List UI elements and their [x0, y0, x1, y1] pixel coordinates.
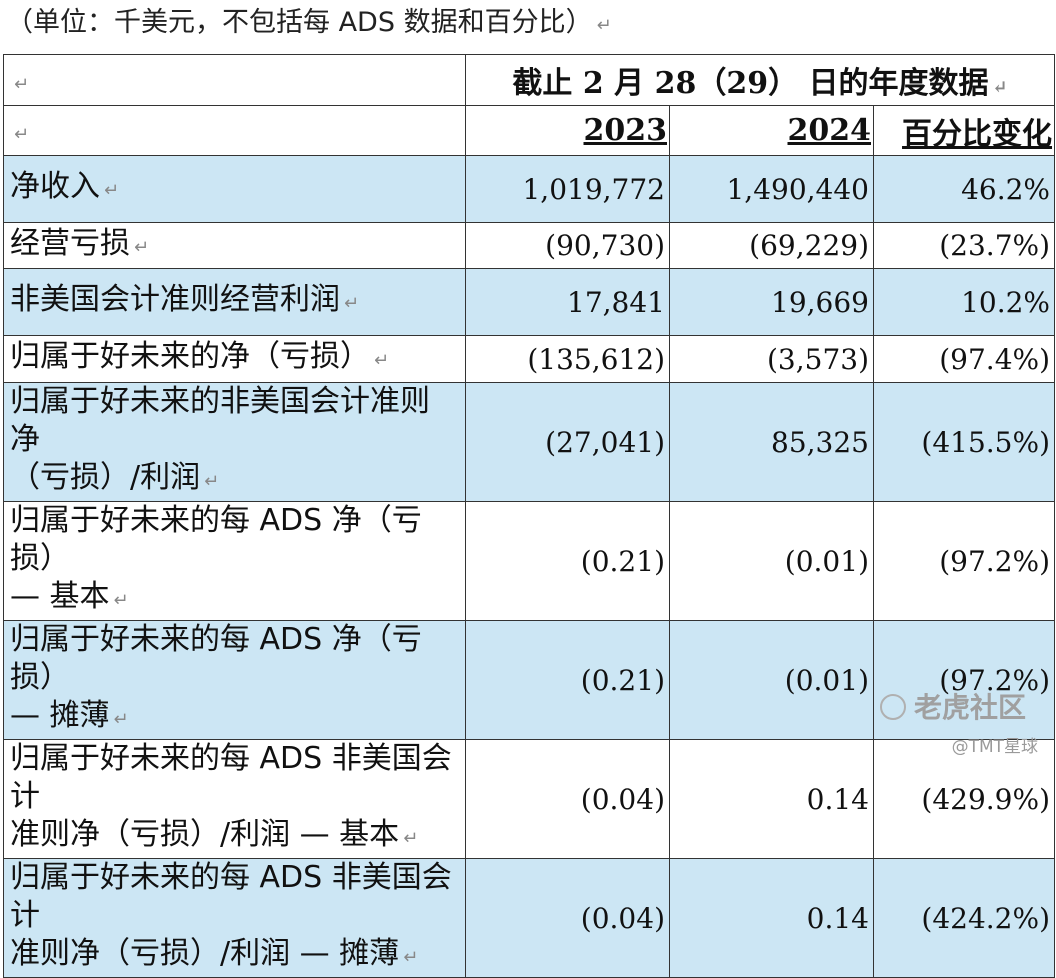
value-2023: 17,841: [465, 268, 670, 336]
row-label: 归属于好未来的每 ADS 净（亏损） — 基本 ↵: [3, 501, 466, 621]
row-label: 非美国会计准则经营利润 ↵: [3, 268, 466, 336]
header-row-period: ↵ 截止 2 月 28（29） 日的年度数据 ↵: [3, 54, 1056, 106]
value-2023: (90,730): [465, 222, 670, 269]
row-label: 归属于好未来的每 ADS 净（亏损） — 摊薄 ↵: [3, 620, 466, 740]
table-row: 归属于好未来的净（亏损） ↵ (135,612) (3,573) (97.4%): [3, 335, 1056, 383]
value-2024: (69,229): [669, 222, 874, 269]
table-row: 归属于好未来的每 ADS 净（亏损） — 摊薄 ↵ (0.21) (0.01) (9…: [3, 620, 1056, 740]
value-change: (97.2%): [872, 620, 1056, 740]
tiger-logo-icon: [879, 694, 906, 720]
table-row: 归属于好未来的每 ADS 净（亏损） — 基本 ↵ (0.21) (0.01) (9…: [3, 501, 1056, 621]
value-2023: (0.04): [465, 739, 670, 859]
value-2023: (0.04): [465, 858, 670, 978]
value-2024: 19,669: [669, 268, 874, 336]
table-row: 非美国会计准则经营利润 ↵ 17,841 19,669 10.2%: [3, 268, 1056, 336]
value-2024: 0.14: [669, 858, 874, 978]
value-2024: 85,325: [669, 382, 874, 502]
value-change: 10.2%: [872, 268, 1056, 336]
row-label: 净收入 ↵: [3, 155, 466, 223]
value-change: (424.2%): [872, 858, 1056, 978]
financial-table: ↵ 截止 2 月 28（29） 日的年度数据 ↵ ↵ 2023 2024 百分比变…: [3, 54, 1056, 978]
value-2023: (135,612): [465, 335, 670, 383]
header-row-columns: ↵ 2023 2024 百分比变化: [3, 105, 1056, 156]
header-blank-cell: ↵: [3, 105, 466, 156]
table-row: 归属于好未来的非美国会计准则净 （亏损）/利润 ↵ (27,041) 85,325 …: [3, 382, 1056, 502]
row-label: 归属于好未来的每 ADS 非美国会计 准则净（亏损）/利润 — 基本 ↵: [3, 739, 466, 859]
row-label: 归属于好未来的每 ADS 非美国会计 准则净（亏损）/利润 — 摊薄 ↵: [3, 858, 466, 978]
value-change: (429.9%): [872, 739, 1056, 859]
column-header-2024: 2024: [669, 105, 874, 156]
table-row: 净收入 ↵ 1,019,772 1,490,440 46.2%: [3, 155, 1056, 223]
value-2023: (27,041): [465, 382, 670, 502]
value-change: (23.7%): [872, 222, 1056, 269]
row-label: 归属于好未来的非美国会计准则净 （亏损）/利润 ↵: [3, 382, 466, 502]
value-2023: (0.21): [465, 501, 670, 621]
value-change: (415.5%): [872, 382, 1056, 502]
value-2023: (0.21): [465, 620, 670, 740]
period-header: 截止 2 月 28（29） 日的年度数据 ↵: [464, 54, 1056, 106]
row-label: 归属于好未来的净（亏损） ↵: [3, 335, 466, 383]
table-row: 归属于好未来的每 ADS 非美国会计 准则净（亏损）/利润 — 基本 ↵ (0.04…: [3, 739, 1056, 859]
value-change: (97.4%): [872, 335, 1056, 383]
watermark-brand: 老虎社区: [879, 686, 1026, 726]
value-2024: 0.14: [669, 739, 874, 859]
value-change: (97.2%): [872, 501, 1056, 621]
row-label: 经营亏损 ↵: [3, 222, 466, 269]
watermark-handle: @TMT星球: [951, 737, 1038, 757]
column-header-2023: 2023: [465, 105, 670, 156]
header-blank-cell: ↵: [3, 54, 466, 106]
table-row: 经营亏损 ↵ (90,730) (69,229) (23.7%): [3, 222, 1056, 269]
value-2024: (0.01): [669, 620, 874, 740]
table-row: 归属于好未来的每 ADS 非美国会计 准则净（亏损）/利润 — 摊薄 ↵ (0.04…: [3, 858, 1056, 978]
value-2024: (3,573): [669, 335, 874, 383]
value-2024: (0.01): [669, 501, 874, 621]
value-2023: 1,019,772: [465, 155, 670, 223]
value-2024: 1,490,440: [669, 155, 874, 223]
value-change: 46.2%: [872, 155, 1056, 223]
table-caption: （单位：千美元，不包括每 ADS 数据和百分比） ↵: [6, 7, 612, 38]
column-header-change: 百分比变化: [872, 105, 1056, 156]
